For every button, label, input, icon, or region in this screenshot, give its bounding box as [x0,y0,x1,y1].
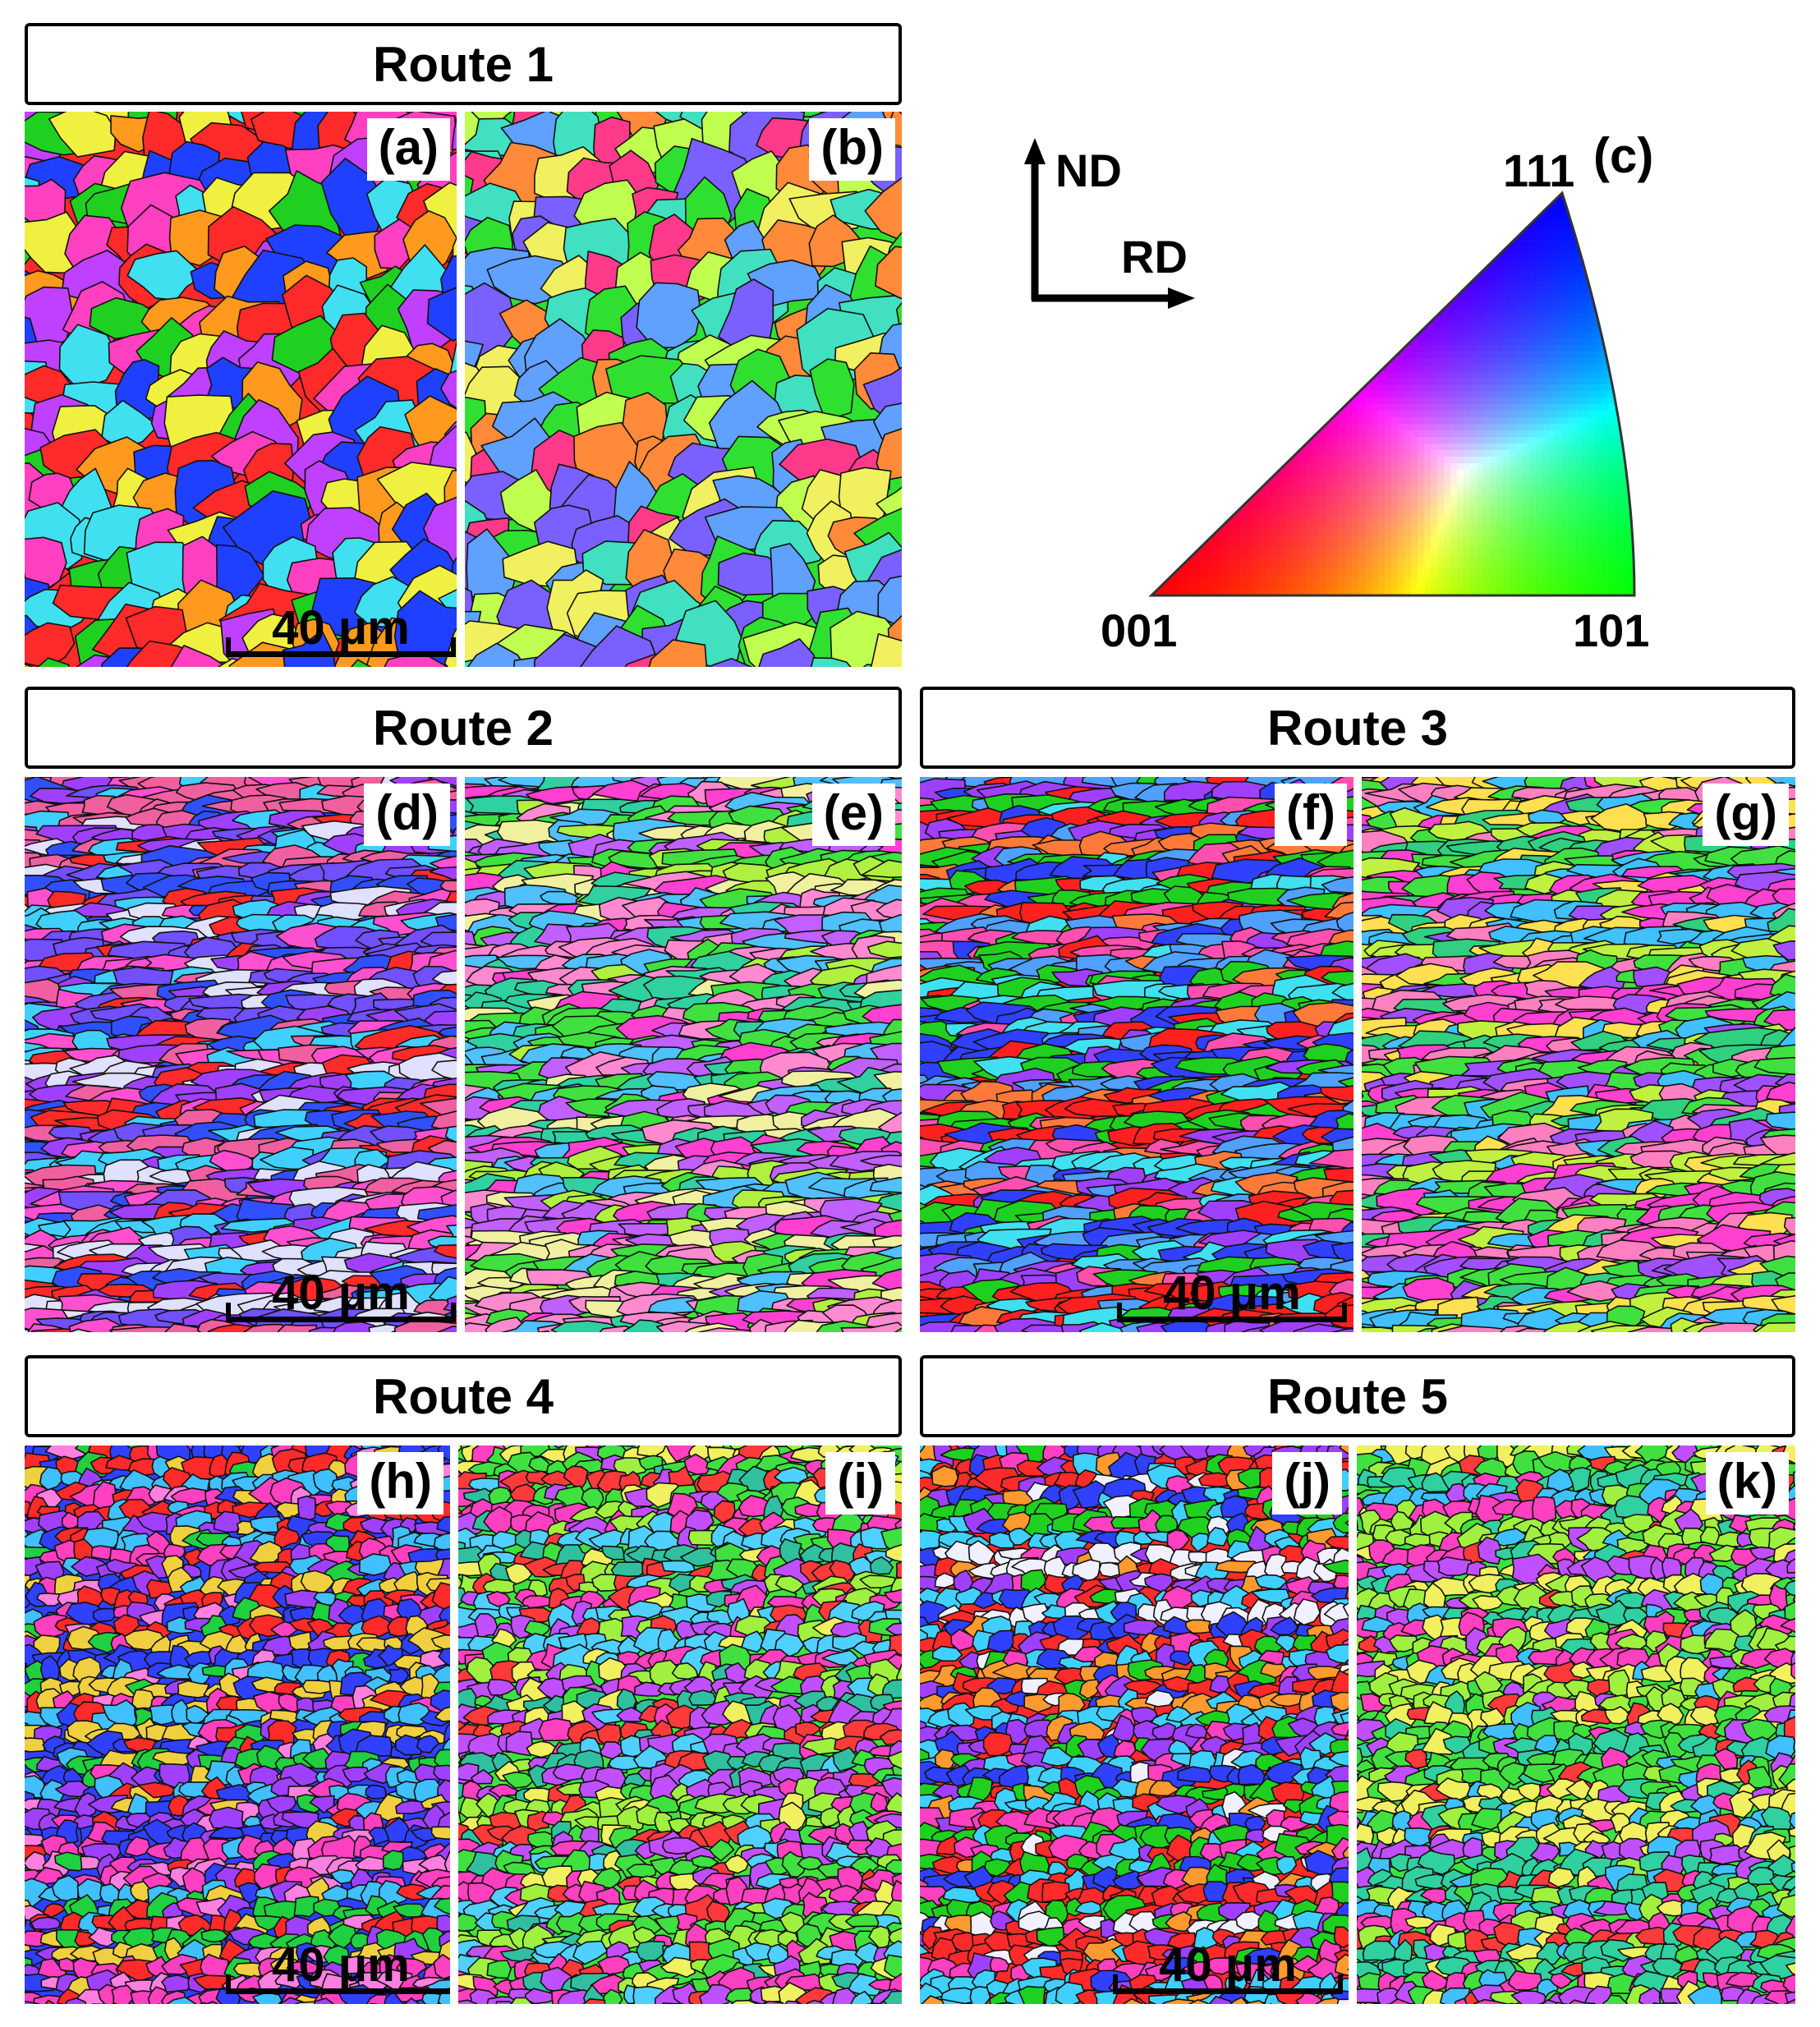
ebsd-map-e: (e) [465,777,902,1332]
pole-001-label: 001 [1101,604,1178,656]
scale-bar-d: 40 μm [226,1270,456,1327]
ebsd-map-i: (i) [458,1446,902,2004]
ebsd-map-d: (d) 40 μm [25,777,457,1332]
route2-header: Route 2 [25,687,902,769]
scale-bar-label: 40 μm [272,601,410,655]
panel-label-a: (a) [366,118,450,181]
ebsd-map-a: (a) 40 μm [25,112,457,667]
grain-texture [1357,1446,1795,2004]
panel-label-k: (k) [1705,1452,1789,1515]
rd-label: RD [1121,231,1188,283]
scale-bar-a: 40 μm [226,604,456,662]
grain-texture [920,1446,1349,2004]
scale-bar-label: 40 μm [272,1266,410,1320]
panel-label-e: (e) [811,784,895,846]
panel-label-j: (j) [1272,1452,1342,1515]
panel-label-c: (c) [1593,128,1654,183]
ebsd-map-j: (j) 40 μm [920,1446,1349,2004]
route3-header: Route 3 [920,687,1795,769]
scale-bar-line [226,1303,456,1322]
grain-texture [920,777,1354,1332]
panel-label-h: (h) [357,1452,444,1515]
ebsd-map-f: (f) 40 μm [920,777,1354,1332]
grain-texture [465,112,902,667]
nd-label: ND [1055,145,1122,196]
ipf-triangle [1148,191,1636,597]
scale-bar-line [1117,1303,1347,1322]
grain-texture [1362,777,1795,1332]
scale-bar-line [226,637,456,657]
ebsd-map-k: (k) [1357,1446,1795,2004]
scale-bar-line [226,1974,450,1994]
scale-bar-h: 40 μm [226,1942,450,1999]
ebsd-map-b: (b) [465,112,902,667]
grain-texture [25,112,457,667]
ebsd-map-g: (g) [1362,777,1795,1332]
grain-texture [458,1446,902,2004]
panel-label-b: (b) [809,118,895,181]
pole-101-label: 101 [1573,604,1650,656]
route1-header: Route 1 [25,23,902,105]
panel-label-g: (g) [1703,784,1789,846]
scale-bar-label: 40 μm [1163,1266,1301,1320]
panel-label-f: (f) [1275,784,1347,846]
ipf-legend: ND RD 111 (c) 001 101 [944,123,1799,665]
grain-texture [465,777,902,1332]
panel-label-i: (i) [825,1452,895,1515]
scale-bar-label: 40 μm [1159,1938,1297,1992]
route5-header: Route 5 [920,1355,1795,1437]
scale-bar-line [1113,1974,1343,1994]
panel-label-d: (d) [364,784,450,846]
scale-bar-f: 40 μm [1117,1270,1347,1327]
pole-111-label: 111 [1503,145,1575,196]
scale-bar-label: 40 μm [272,1938,410,1992]
ebsd-map-h: (h) 40 μm [25,1446,450,2004]
scale-bar-j: 40 μm [1113,1942,1343,1999]
route4-header: Route 4 [25,1355,902,1437]
grain-texture [25,1446,450,2004]
grain-texture [25,777,457,1332]
axis-arrows [1024,138,1195,309]
